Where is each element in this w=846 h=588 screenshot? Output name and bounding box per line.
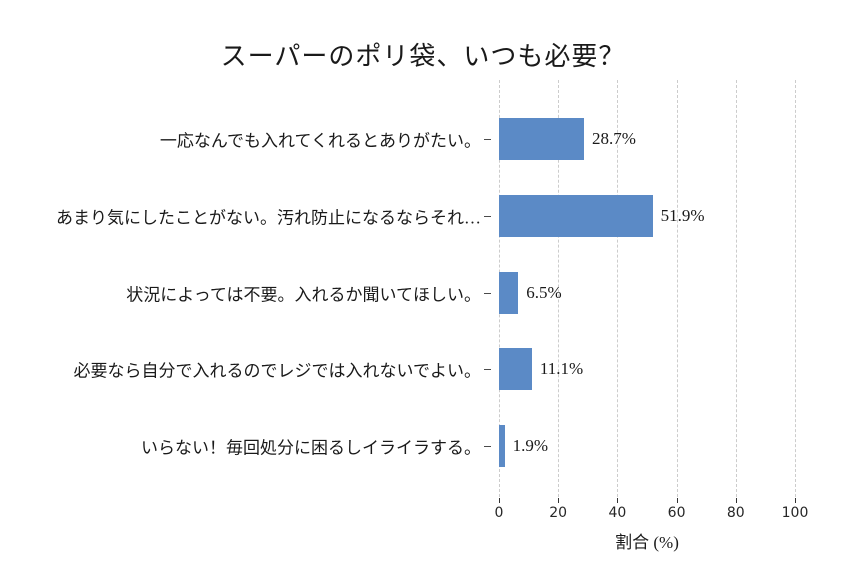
bar-segment [499,194,653,237]
x-tick-label: 20 [549,505,568,521]
chart-title: スーパーのポリ袋、いつも必要？ [220,42,626,71]
value-label: 51.9% [660,205,705,225]
y-tick [484,292,491,294]
y-tick [484,446,491,447]
bar-segment [499,348,532,391]
x-tick-label: 40 [608,505,627,521]
value-label: 6.5% [526,282,562,302]
value-label: 1.9% [512,436,549,455]
x-tick-60 [676,498,678,503]
gridline-x-60 [676,80,678,497]
category-label: いらない！毎回処分に困るしイライラする。 [141,438,481,458]
y-tick [484,215,491,217]
x-tick-100 [795,498,796,503]
category-label: あまり気にしたことがない。汚れ防止になるならそれ… [56,208,481,228]
x-tick-20 [558,498,560,503]
y-tick [484,139,491,140]
x-tick-label: 0 [494,505,504,521]
bar-segment [499,271,519,314]
x-tick-label: 100 [781,505,809,521]
value-label: 28.7% [591,129,636,148]
x-tick-40 [617,498,619,503]
x-tick-label: 80 [726,505,745,521]
x-tick-0 [499,498,500,503]
gridline-x-100 [795,80,796,497]
y-tick [484,369,491,371]
x-tick-80 [735,498,737,503]
x-axis-label: 割合 (%) [615,533,679,552]
x-tick-label: 60 [667,505,686,521]
category-label: 一応なんでも入れてくれるとありがたい。 [159,131,481,151]
gridline-x-20 [558,80,560,497]
gridline-x-40 [617,80,619,497]
category-label: 必要なら自分で入れるのでレジでは入れないでよい。 [73,361,482,381]
value-label: 11.1% [539,359,584,379]
category-label: 状況によっては不要。入れるか聞いてほしい。 [126,285,481,304]
bar-segment [499,425,505,467]
gridline-x-80 [735,80,737,497]
plot-area [499,80,796,497]
bar-segment [499,118,584,160]
